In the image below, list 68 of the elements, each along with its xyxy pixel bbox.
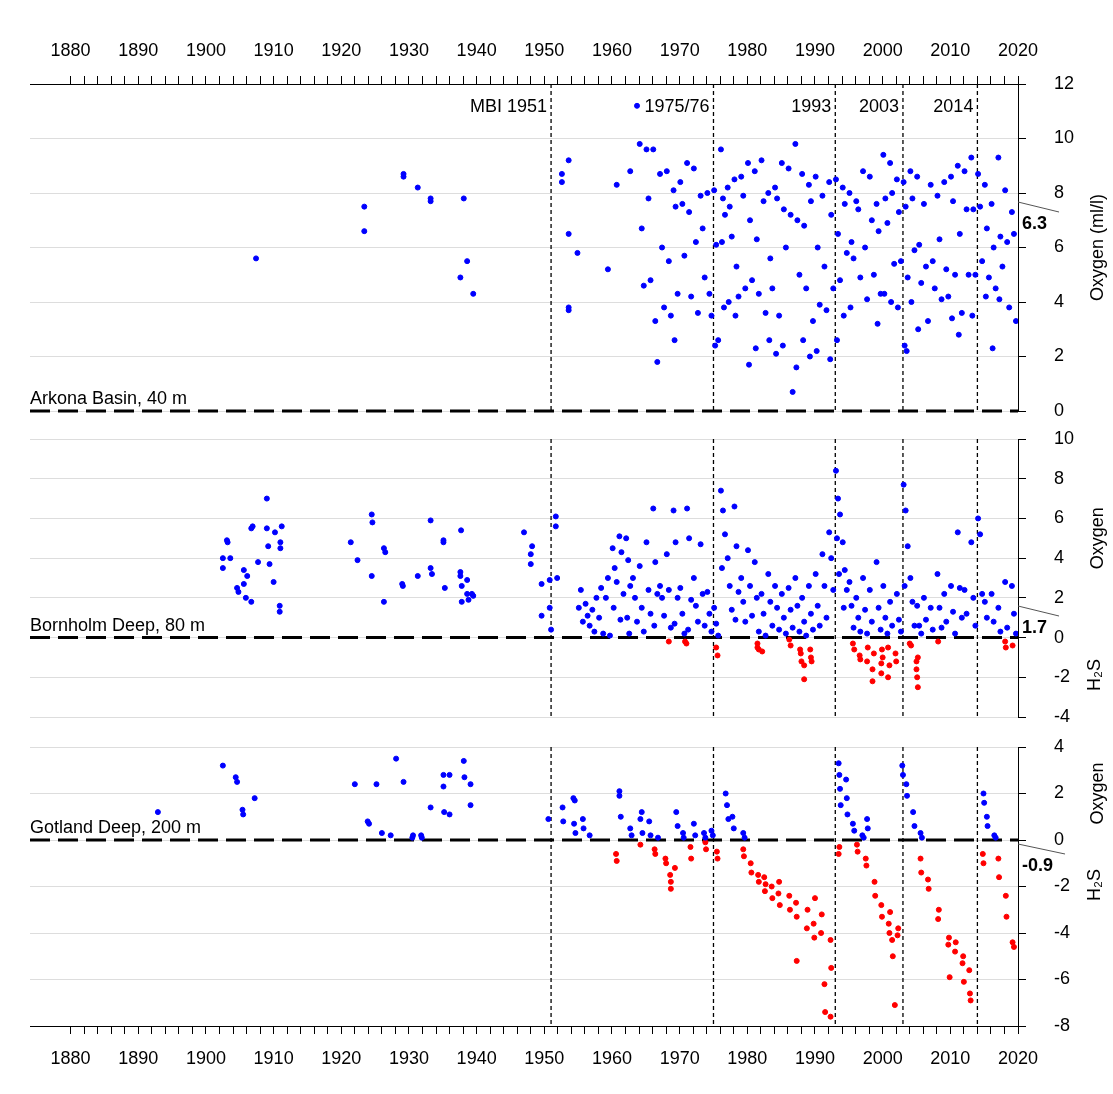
y-axis-title: Oxygen <box>1086 762 1107 825</box>
x-tick-label: 2000 <box>862 1047 903 1068</box>
y-tick-label: 4 <box>1054 547 1065 568</box>
text: 1.7 <box>1022 616 1048 637</box>
x-tick-label: 1920 <box>321 40 362 61</box>
x-tick-label: 1980 <box>727 40 768 61</box>
y-tick-label: -4 <box>1054 921 1071 942</box>
x-tick-label: 1990 <box>794 1047 836 1068</box>
y-tick-label: 2 <box>1054 782 1065 803</box>
x-tick-label: 1880 <box>50 40 91 61</box>
x-tick-label: 1940 <box>456 40 497 61</box>
x-tick-label: 1930 <box>388 40 429 61</box>
y-tick-label: 6 <box>1054 236 1065 257</box>
y-tick-label: 0 <box>1054 626 1065 647</box>
x-tick-label: 2000 <box>862 40 903 61</box>
text: 6.3 <box>1022 212 1048 233</box>
y-tick-label: 8 <box>1054 181 1065 202</box>
x-tick-label: 1990 <box>794 40 836 61</box>
y-tick-label: 4 <box>1054 735 1065 756</box>
y-tick-label: 8 <box>1054 467 1065 488</box>
y-tick-label: -2 <box>1054 875 1071 896</box>
x-tick-label: 1950 <box>524 1047 565 1068</box>
text: H₂S <box>1083 869 1104 901</box>
x-tick-label: 1890 <box>118 40 159 61</box>
y-tick-label: 12 <box>1054 72 1075 93</box>
x-tick-label: 1900 <box>185 1047 226 1068</box>
y-tick-label: 0 <box>1054 399 1065 420</box>
x-tick-label: 1900 <box>185 40 226 61</box>
y-tick-label: 10 <box>1054 127 1075 148</box>
y-tick-label: 10 <box>1054 427 1075 448</box>
ref-line-label: 1975/76 <box>644 96 710 116</box>
x-tick-label: 1970 <box>659 40 700 61</box>
ref-line-label: 2014 <box>933 96 974 116</box>
ref-line-label: 2003 <box>858 96 899 116</box>
x-tick-label: 1980 <box>727 1047 768 1068</box>
x-tick-label: 2010 <box>930 1047 971 1068</box>
ref-line-label: MBI 1951 <box>470 96 548 116</box>
x-tick-label: 2020 <box>997 40 1039 61</box>
x-tick-label: 1930 <box>388 1047 429 1068</box>
y-tick-label: -6 <box>1054 968 1071 989</box>
y-tick-label: 0 <box>1054 828 1065 849</box>
ref-line-label: Arkona Basin, 40 m <box>30 388 188 408</box>
y-tick-label: 6 <box>1054 507 1065 528</box>
x-tick-label: 1890 <box>118 1047 159 1068</box>
y-axis-title: Oxygen <box>1086 507 1107 570</box>
ref-line-label: Bornholm Deep, 80 m <box>30 614 206 635</box>
x-tick-label: 2010 <box>930 40 971 61</box>
y-tick-label: 2 <box>1054 586 1065 607</box>
x-tick-label: 2020 <box>997 1047 1039 1068</box>
y-tick-label: -2 <box>1054 666 1071 687</box>
x-tick-label: 1970 <box>659 1047 700 1068</box>
y-tick-label: 2 <box>1054 345 1065 366</box>
y-tick-label: -8 <box>1054 1014 1071 1035</box>
x-tick-label: 1880 <box>50 1047 91 1068</box>
x-tick-label: 1960 <box>591 1047 632 1068</box>
x-tick-label: 1910 <box>253 1047 294 1068</box>
x-tick-label: 1950 <box>524 40 565 61</box>
y-axis-title: Oxygen (ml/l) <box>1086 193 1107 302</box>
text: -0.9 <box>1022 854 1054 875</box>
y-tick-label: -4 <box>1054 705 1071 726</box>
x-tick-label: 1920 <box>321 1047 362 1068</box>
ref-line-label: 1993 <box>791 96 832 116</box>
text: H₂S <box>1083 659 1104 691</box>
x-tick-label: 1940 <box>456 1047 497 1068</box>
x-tick-label: 1910 <box>253 40 294 61</box>
ref-line-label: Gotland Deep, 200 m <box>30 817 202 837</box>
y-tick-label: 4 <box>1054 290 1065 311</box>
x-tick-label: 1960 <box>591 40 632 61</box>
